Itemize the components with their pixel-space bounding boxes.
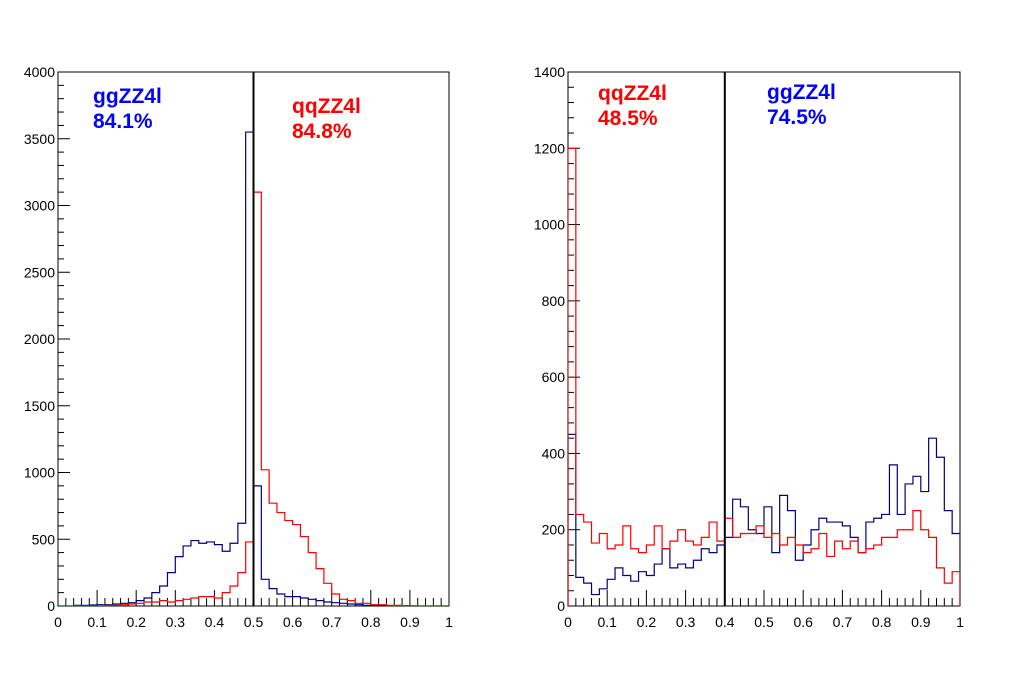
x-tick-label: 0.6: [283, 614, 303, 630]
y-tick-label: 1000: [24, 465, 55, 481]
annotation-line: qqZZ4l: [598, 82, 667, 105]
x-tick-label: 0.7: [322, 614, 342, 630]
x-tick-label: 0.3: [676, 614, 696, 630]
y-tick-label: 600: [542, 369, 566, 385]
annotation-line: 48.5%: [598, 107, 658, 130]
y-tick-label: 0: [557, 598, 565, 614]
histogram-series-1: [568, 433, 960, 606]
x-tick-label: 0: [54, 614, 62, 630]
annotation-2: qqZZ4l 84.8%: [292, 95, 361, 143]
y-tick-label: 2500: [24, 264, 55, 280]
y-tick-label: 400: [542, 445, 566, 461]
x-tick-label: 0.5: [754, 614, 774, 630]
x-tick-label: 0: [564, 614, 572, 630]
y-tick-label: 4000: [24, 64, 55, 80]
x-tick-label: 0.1: [87, 614, 107, 630]
annotation-1: ggZZ4l 84.1%: [93, 85, 162, 133]
y-tick-label: 200: [542, 522, 566, 538]
chart-1: 0 0.1 0.2 0.3 0.4 0.5 0.6 0.7 0.8 0.9 1 0 500 1000 150…: [24, 64, 453, 630]
annotation-line: ggZZ4l: [93, 85, 162, 108]
x-tick-label: 0.7: [833, 614, 853, 630]
y-tick-label: 1200: [534, 140, 565, 156]
x-tick-label: 1: [445, 614, 453, 630]
histogram-series-1: [58, 131, 449, 606]
x-tick-label: 0.2: [637, 614, 657, 630]
annotation-line: 84.1%: [93, 110, 153, 133]
y-tick-label: 2000: [24, 331, 55, 347]
chart-2: 0 0.1 0.2 0.3 0.4 0.5 0.6 0.7 0.8 0.9 1 0 200 400 600 8…: [534, 64, 964, 630]
annotation-1: qqZZ4l 48.5%: [598, 82, 667, 130]
y-tick-label: 800: [542, 293, 566, 309]
y-tick-label: 3500: [24, 131, 55, 147]
annotation-line: ggZZ4l: [767, 81, 836, 104]
y-tick-label: 3000: [24, 198, 55, 214]
x-tick-label: 0.9: [911, 614, 931, 630]
y-tick-label: 1400: [534, 64, 565, 80]
y-tick-label: 500: [32, 531, 56, 547]
annotation-line: 84.8%: [292, 120, 352, 143]
histogram-series-2: [568, 147, 960, 606]
y-tick-label: 0: [47, 598, 55, 614]
x-tick-label: 0.2: [126, 614, 146, 630]
annotation-line: qqZZ4l: [292, 95, 361, 118]
y-tick-label: 1500: [24, 398, 55, 414]
x-tick-label: 0.3: [166, 614, 186, 630]
x-tick-label: 0.1: [597, 614, 617, 630]
x-tick-label: 0.4: [715, 614, 735, 630]
x-tick-label: 0.5: [244, 614, 264, 630]
annotation-2: ggZZ4l 74.5%: [767, 81, 836, 129]
x-tick-label: 0.9: [400, 614, 420, 630]
x-tick-label: 0.4: [205, 614, 225, 630]
x-tick-label: 0.8: [872, 614, 892, 630]
annotation-line: 74.5%: [767, 106, 827, 129]
x-tick-label: 0.8: [361, 614, 381, 630]
y-tick-label: 1000: [534, 217, 565, 233]
x-tick-label: 1: [956, 614, 964, 630]
x-tick-label: 0.6: [793, 614, 813, 630]
